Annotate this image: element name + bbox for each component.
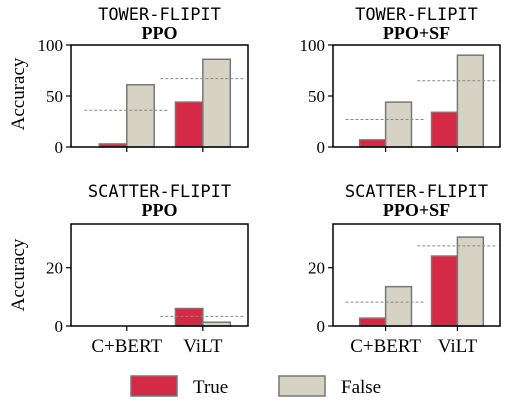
bar-true-vilt [430,111,459,148]
bar-false-c+bert [384,101,413,148]
x-tick-label: ViLT [438,336,478,357]
chart-title: TOWER-FLIPIT [98,5,221,25]
bar-true-c+bert [358,139,387,148]
bar-false-c+bert [384,285,413,327]
legend-label-false: False [341,377,381,398]
y-axis-label: Accuracy [8,238,29,311]
bar-true-c+bert [358,317,387,327]
bar-true-vilt [430,255,459,327]
x-tick-label: ViLT [183,336,223,357]
x-tick-label: C+BERT [350,336,421,357]
y-tick-label: 100 [38,36,64,55]
y-tick-label: 0 [55,317,64,336]
chart-subtitle: PPO [142,23,178,43]
y-axis-label: Accuracy [8,57,29,130]
bar-false-c+bert [126,84,155,148]
legend-swatch-false [278,375,326,397]
y-tick-label: 0 [317,138,326,157]
chart-subtitle: PPO+SF [383,200,450,220]
bar-true-vilt [174,101,204,148]
y-tick-label: 50 [46,87,63,106]
chart-title: SCATTER-FLIPIT [345,182,488,202]
y-tick-label: 20 [46,259,63,278]
bar-true-vilt [174,307,204,327]
bar-false-vilt [202,58,232,148]
legend-label-true: True [193,377,228,398]
legend: True False [130,375,381,398]
chart-subtitle: PPO [142,200,178,220]
x-tick-label: C+BERT [91,336,162,357]
axes-frame [70,223,249,327]
chart-title: TOWER-FLIPIT [355,5,478,25]
legend-swatch-true [130,375,178,397]
y-tick-label: 100 [300,36,326,55]
bar-false-vilt [456,54,485,148]
bar-false-vilt [456,236,485,327]
y-tick-label: 50 [308,87,325,106]
chart-subtitle: PPO+SF [383,23,450,43]
y-tick-label: 0 [55,138,64,157]
chart-panels: TOWER-FLIPITPPOAccuracy050100TOWER-FLIPI… [8,5,501,357]
axes-frame [332,223,501,327]
chart-title: SCATTER-FLIPIT [88,182,231,202]
y-tick-label: 0 [317,317,326,336]
y-tick-label: 20 [308,259,325,278]
